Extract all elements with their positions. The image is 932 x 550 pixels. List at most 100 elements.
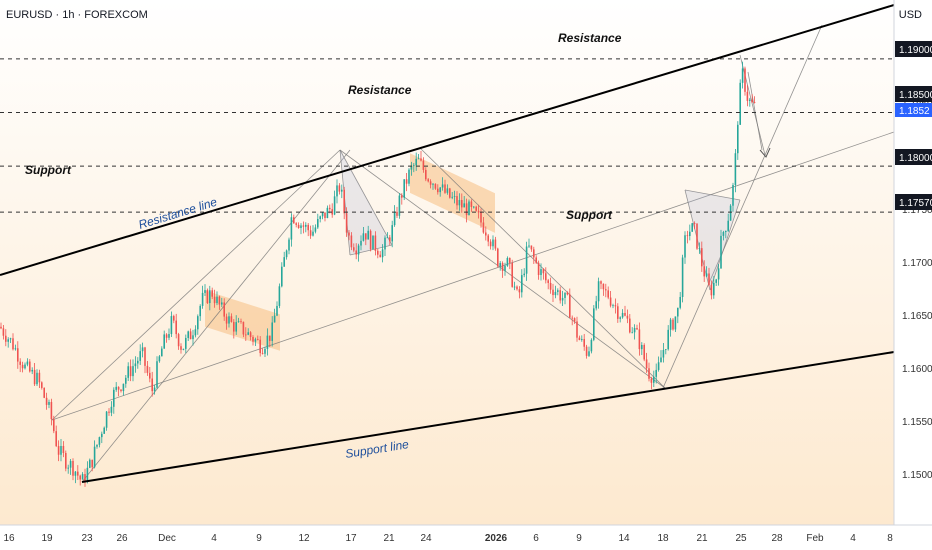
helper-line <box>739 54 766 156</box>
candle-body <box>237 321 240 323</box>
candle-body <box>228 316 230 324</box>
candle-body <box>317 218 319 228</box>
candle-body <box>429 181 432 185</box>
candle-body <box>369 230 372 250</box>
candle-body <box>446 188 449 193</box>
candle-body <box>444 184 446 193</box>
candle-body <box>494 239 497 249</box>
candle-body <box>302 225 305 227</box>
helper-line <box>747 71 763 151</box>
candle-body <box>569 294 571 318</box>
candle-body <box>485 232 487 236</box>
candle-body <box>31 369 33 372</box>
candle-body <box>391 225 393 242</box>
candle-body <box>545 273 547 281</box>
candle-body <box>681 257 684 297</box>
candle-body <box>717 268 720 280</box>
candle-body <box>578 337 581 340</box>
candle-body <box>725 230 727 233</box>
candle-body <box>434 183 437 189</box>
time-tick: 17 <box>345 533 357 544</box>
helper-line <box>419 147 666 389</box>
candle-body <box>547 280 549 283</box>
candle-body <box>665 349 667 350</box>
candle-body <box>537 262 540 275</box>
candle-body <box>746 91 749 101</box>
candle-body <box>542 269 545 274</box>
candle-body <box>576 321 578 338</box>
candle-body <box>621 312 624 318</box>
candle-body <box>329 207 331 210</box>
candle-body <box>561 297 564 301</box>
candle-body <box>441 184 444 188</box>
level-label: Support <box>566 208 613 222</box>
candle-body <box>710 284 713 296</box>
candle-body <box>571 317 573 319</box>
price-tick: 1.16500 <box>902 311 932 322</box>
candle-body <box>163 334 165 349</box>
price-tag-bg <box>895 194 932 210</box>
candle-body <box>170 316 173 335</box>
currency-label[interactable]: USD <box>898 9 922 21</box>
candle-body <box>158 356 161 362</box>
candle-body <box>487 235 489 242</box>
candle-body <box>417 158 420 160</box>
candle-body <box>168 334 170 338</box>
candle-body <box>480 212 482 223</box>
candle-body <box>247 332 249 335</box>
candle-body <box>518 289 521 293</box>
candle-body <box>153 387 156 392</box>
candle-body <box>492 239 494 247</box>
candle-body <box>439 187 441 193</box>
candle-body <box>273 315 276 323</box>
candle-body <box>38 372 41 383</box>
candle-body <box>197 316 199 330</box>
symbol-title[interactable]: EURUSD · 1h · FOREXCOM <box>6 9 148 21</box>
candle-body <box>5 335 7 342</box>
candle-body <box>120 389 122 392</box>
candle-body <box>384 237 386 250</box>
candle-body <box>177 334 180 347</box>
candle-body <box>252 336 254 342</box>
time-tick: Dec <box>158 533 176 544</box>
candle-body <box>348 232 350 236</box>
candle-body <box>751 99 753 103</box>
candle-body <box>360 240 362 246</box>
candle-body <box>45 397 48 405</box>
time-tick: 23 <box>81 533 93 544</box>
time-axis[interactable] <box>0 525 932 550</box>
candle-body <box>398 195 401 216</box>
candle-body <box>96 444 98 447</box>
time-tick: Feb <box>806 533 824 544</box>
plot-background <box>0 0 894 525</box>
candle-body <box>105 411 108 428</box>
candle-body <box>741 68 744 83</box>
candle-body <box>451 196 453 198</box>
candle-body <box>319 216 321 219</box>
candle-body <box>408 169 410 184</box>
candle-body <box>667 329 669 350</box>
candle-body <box>689 231 691 236</box>
candle-body <box>57 446 60 455</box>
level-label: Resistance <box>348 83 412 97</box>
candle-body <box>662 349 665 358</box>
candle-body <box>283 257 285 267</box>
candle-body <box>293 217 295 224</box>
candle-body <box>729 205 732 221</box>
candle-body <box>213 296 216 304</box>
candle-body <box>264 348 266 354</box>
candle-body <box>645 359 648 369</box>
time-tick: 9 <box>256 533 262 544</box>
price-tick: 1.17500 <box>902 205 932 216</box>
candle-body <box>456 196 458 206</box>
candle-body <box>333 196 336 215</box>
candle-body <box>266 335 269 349</box>
candle-body <box>405 179 408 184</box>
candle-body <box>744 68 746 92</box>
time-axis-ticks: 16 19 23 26 Dec 4 9 12 17 21 24 2026 6 9 14 18 21 25 28 Feb… <box>3 533 893 544</box>
helper-line <box>662 24 823 389</box>
candle-body <box>285 250 288 258</box>
price-tag-bg <box>895 41 932 57</box>
